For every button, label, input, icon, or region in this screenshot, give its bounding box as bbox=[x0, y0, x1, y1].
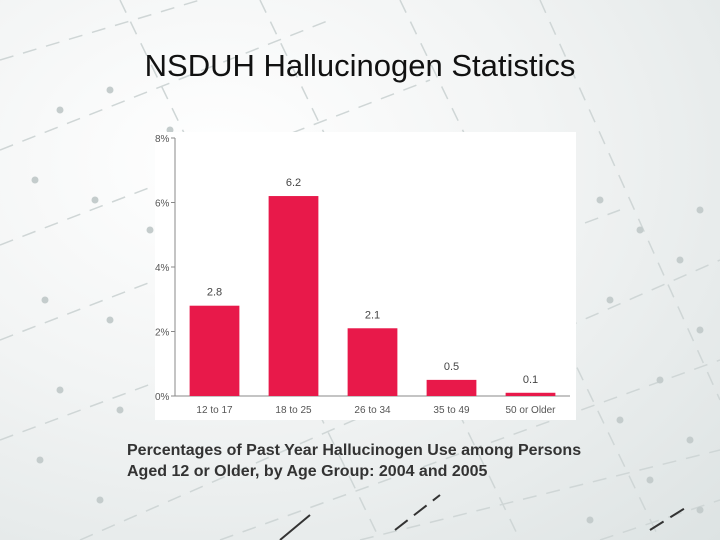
grid-node bbox=[106, 86, 114, 94]
grid-node bbox=[41, 296, 49, 304]
grid-node bbox=[636, 226, 644, 234]
x-tick-label: 18 to 25 bbox=[275, 405, 312, 416]
grid-node bbox=[686, 436, 694, 444]
y-tick-label: 8% bbox=[155, 134, 170, 145]
grid-line bbox=[0, 19, 331, 151]
grid-node bbox=[606, 296, 614, 304]
grid-node bbox=[106, 316, 114, 324]
grid-node bbox=[96, 496, 104, 504]
grid-line bbox=[539, 0, 720, 401]
grid-line bbox=[0, 79, 431, 246]
grid-node bbox=[166, 126, 174, 134]
grid-node bbox=[696, 326, 704, 334]
data-label: 2.1 bbox=[365, 309, 380, 321]
grid-node bbox=[676, 256, 684, 264]
chart-caption: Percentages of Past Year Hallucinogen Us… bbox=[127, 440, 687, 482]
grid-line bbox=[599, 499, 720, 540]
bar bbox=[505, 392, 556, 396]
grid-node bbox=[696, 506, 704, 514]
data-label: 0.5 bbox=[444, 361, 459, 373]
caption-line-1: Percentages of Past Year Hallucinogen Us… bbox=[127, 442, 582, 459]
x-tick-label: 35 to 49 bbox=[433, 405, 470, 416]
x-tick-label: 26 to 34 bbox=[354, 405, 391, 416]
y-tick-label: 4% bbox=[155, 263, 170, 274]
grid-node bbox=[116, 406, 124, 414]
grid-node bbox=[616, 416, 624, 424]
grid-node bbox=[56, 106, 64, 114]
x-tick-label: 12 to 17 bbox=[196, 405, 233, 416]
grid-node bbox=[36, 456, 44, 464]
y-tick-label: 6% bbox=[155, 199, 170, 210]
caption-line-2: Aged 12 or Older, by Age Group: 2004 and… bbox=[127, 463, 488, 480]
slide-title: NSDUH Hallucinogen Statistics bbox=[144, 48, 576, 83]
grid-line bbox=[359, 449, 720, 540]
bar bbox=[268, 196, 319, 396]
grid-node bbox=[31, 176, 39, 184]
grid-node bbox=[596, 196, 604, 204]
grid-node bbox=[56, 386, 64, 394]
bar bbox=[347, 328, 398, 396]
grid-node bbox=[656, 376, 664, 384]
bar bbox=[426, 379, 477, 396]
grid-line bbox=[279, 514, 311, 540]
grid-node bbox=[696, 206, 704, 214]
x-tick-label: 50 or Older bbox=[505, 405, 556, 416]
grid-node bbox=[586, 516, 594, 524]
bars: 2.8 12 to 17 6.2 18 to 25 2.1 26 to 34 0.5 35 t… bbox=[189, 177, 556, 416]
grid-line bbox=[219, 359, 720, 540]
data-label: 6.2 bbox=[286, 177, 301, 189]
bar-chart: 0% 2% 4% 6% 8% 2.8 12 to 17 6.2 18 to 25 2.1 26 to… bbox=[155, 132, 576, 420]
chart-canvas: 0% 2% 4% 6% 8% 2.8 12 to 17 6.2 18 to 25 2.1 26 to… bbox=[155, 134, 570, 416]
grid-node bbox=[91, 196, 99, 204]
y-axis: 0% 2% 4% 6% 8% bbox=[155, 134, 176, 403]
grid-line bbox=[394, 494, 441, 531]
grid-line bbox=[649, 504, 691, 531]
grid-node bbox=[646, 476, 654, 484]
grid-node bbox=[146, 226, 154, 234]
bar bbox=[189, 305, 240, 396]
data-label: 0.1 bbox=[523, 374, 538, 386]
grid-line bbox=[0, 0, 201, 61]
data-label: 2.8 bbox=[207, 287, 222, 299]
y-tick-label: 0% bbox=[155, 392, 170, 403]
y-tick-label: 2% bbox=[155, 328, 170, 339]
